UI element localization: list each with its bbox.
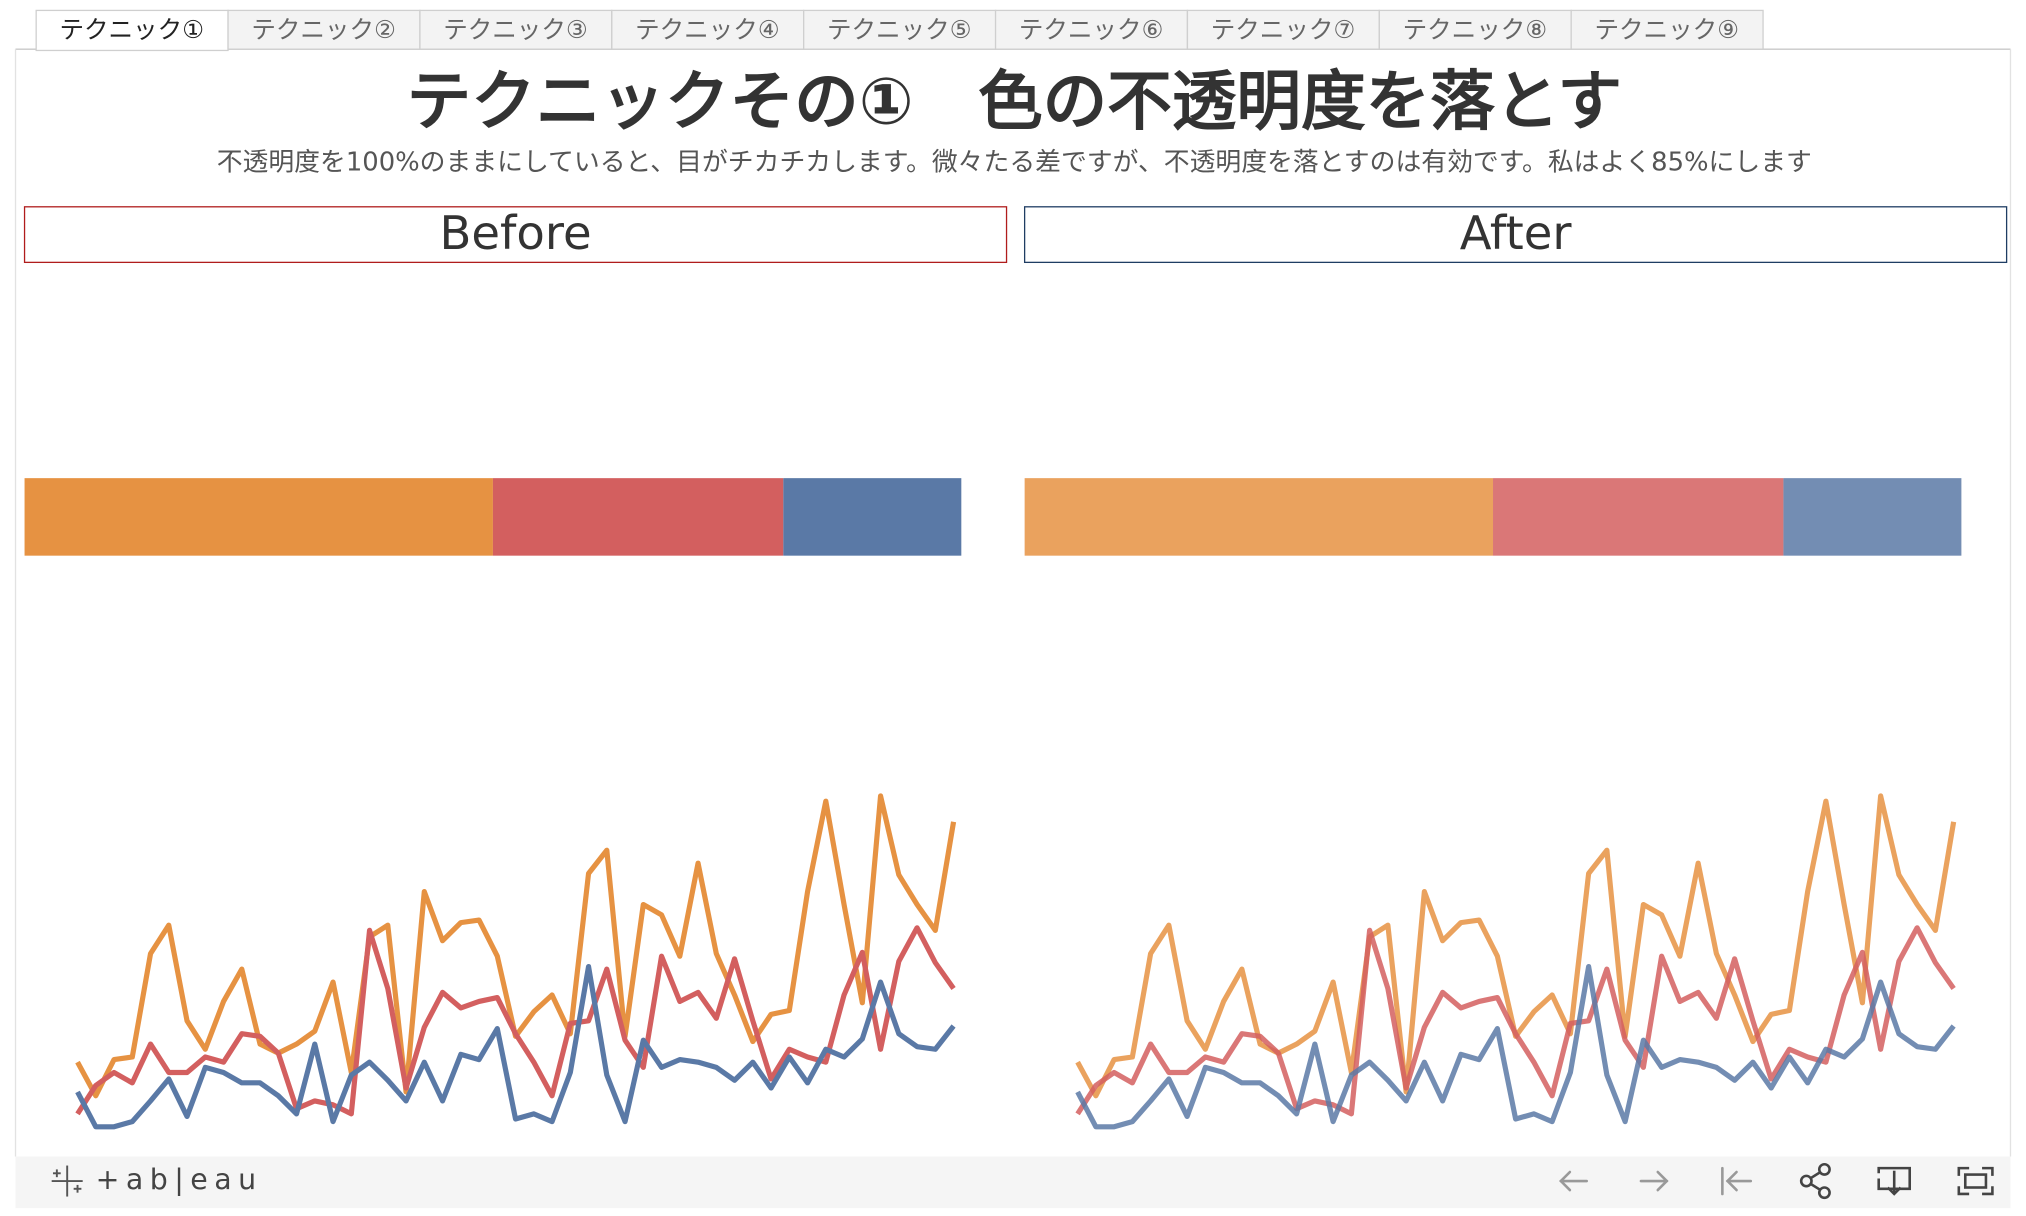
tab[interactable]: テクニック⑧ xyxy=(1378,9,1572,50)
line-series xyxy=(75,925,956,1117)
tab[interactable]: テクニック⑦ xyxy=(1186,9,1380,50)
undo-button[interactable] xyxy=(1559,1170,1588,1192)
tab[interactable]: テクニック⑨ xyxy=(1570,9,1764,50)
tab-background xyxy=(35,9,229,52)
fullscreen-button[interactable] xyxy=(1957,1166,1994,1196)
tab-label: テクニック⑦ xyxy=(1211,15,1356,44)
line-series xyxy=(1075,963,1956,1130)
tab-background xyxy=(611,9,805,50)
tab-background xyxy=(1570,9,1764,50)
panel-header: Before xyxy=(440,206,592,260)
tab-background xyxy=(994,9,1189,50)
tab-label: テクニック② xyxy=(251,15,396,44)
revert-button[interactable] xyxy=(1721,1166,1753,1196)
bar-segment xyxy=(1783,478,1962,556)
panel-header-box xyxy=(1023,206,2008,264)
panel-header-box xyxy=(23,206,1008,264)
download-button[interactable] xyxy=(1877,1166,1912,1196)
tab-label: テクニック① xyxy=(59,15,204,44)
bar-segment xyxy=(24,478,493,556)
title: テクニックその① 色の不透明度を落とす xyxy=(407,65,1622,140)
charts: Before After xyxy=(23,206,2008,1130)
tab-label: テクニック④ xyxy=(635,15,780,44)
share-button[interactable] xyxy=(1799,1162,1831,1200)
toolbar xyxy=(1559,1166,1753,1196)
tab-label: テクニック⑤ xyxy=(827,15,972,44)
redo-button[interactable] xyxy=(1639,1170,1669,1192)
tab-background xyxy=(227,9,421,50)
line-series xyxy=(75,963,956,1130)
tab-background xyxy=(803,9,997,50)
logo-text: +ab|eau xyxy=(96,1163,263,1196)
tab[interactable]: テクニック⑤ xyxy=(803,9,997,50)
tab[interactable]: テクニック⑥ xyxy=(994,9,1189,50)
tab-label: テクニック⑨ xyxy=(1594,15,1739,44)
toolbar-right xyxy=(1799,1162,1994,1200)
bar-segment xyxy=(783,478,962,556)
footer xyxy=(15,1156,2011,1209)
tab[interactable]: テクニック② xyxy=(227,9,421,50)
tab-label: テクニック⑧ xyxy=(1403,15,1548,44)
subtitle: 不透明度を100%のままにしていると、目がチカチカします。微々たる差ですが、不透… xyxy=(217,147,1812,177)
bar-segment xyxy=(492,478,784,556)
tab-label: テクニック③ xyxy=(443,15,588,44)
tab-background xyxy=(419,9,613,50)
tableau-mark xyxy=(51,1165,83,1197)
tab-bar: テクニック① テクニック② テクニック③ テクニック④ テクニック⑤ テクニック⑥ テクニッ… xyxy=(35,9,1764,52)
line-series xyxy=(1075,925,1956,1117)
bar-segment xyxy=(1024,478,1494,556)
tab[interactable]: テクニック④ xyxy=(611,9,805,50)
tab-label: テクニック⑥ xyxy=(1019,15,1164,44)
tab[interactable]: テクニック③ xyxy=(419,9,613,50)
tab-background xyxy=(1378,9,1572,50)
tab[interactable]: テクニック① xyxy=(35,9,229,52)
bar-segment xyxy=(1493,478,1784,556)
panel-header: After xyxy=(1460,206,1573,260)
